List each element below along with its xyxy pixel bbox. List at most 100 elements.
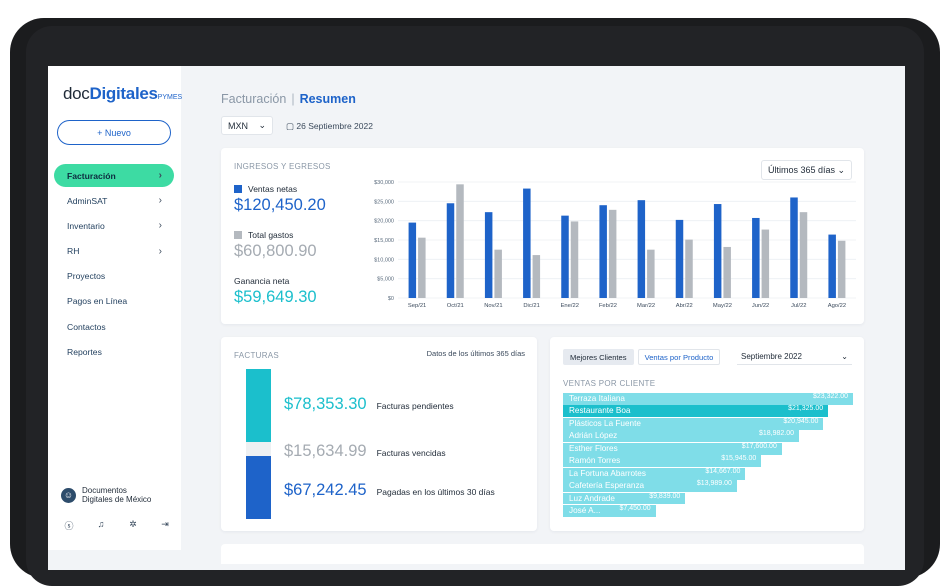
- breadcrumb-separator: |: [291, 92, 295, 106]
- expenses-bar[interactable]: [799, 212, 808, 298]
- client-bar[interactable]: Terraza Italiana $23,322.00: [563, 393, 853, 405]
- sidebar-item-1[interactable]: AdminSAT ›: [54, 189, 174, 212]
- company-name-line1: Documentos: [82, 486, 127, 495]
- month-select[interactable]: Septiembre 2022 ⌄: [737, 348, 852, 365]
- net-sales-swatch: [234, 185, 242, 193]
- range-select[interactable]: Últimos 365 días ⌄: [761, 160, 852, 180]
- client-bar[interactable]: José A... $7,450.00: [563, 505, 656, 517]
- net-sales-bar[interactable]: [561, 215, 569, 298]
- x-tick-label: Feb/22: [599, 303, 617, 309]
- tab-top-clients[interactable]: Mejores Clientes: [563, 349, 634, 365]
- gear-icon[interactable]: ✲: [129, 519, 137, 529]
- net-sales-bar[interactable]: [752, 217, 760, 298]
- currency-select[interactable]: MXN ⌄: [221, 116, 273, 135]
- sidebar-item-label: Reportes: [67, 346, 102, 357]
- client-bar[interactable]: Luz Andrade $9,839.00: [563, 492, 686, 505]
- sidebar-item-5[interactable]: Pagos en Línea: [54, 290, 174, 313]
- expenses-bar[interactable]: [761, 229, 770, 298]
- y-tick-label: $15,000: [374, 238, 394, 244]
- client-bar[interactable]: Cafetería Esperanza $13,989.00: [563, 480, 737, 492]
- chevron-down-icon: ⌄: [258, 120, 266, 130]
- invoices-card-title: FACTURAS: [234, 351, 280, 360]
- client-value: $20,945.00: [783, 417, 819, 425]
- net-sales-metric: Ventas netas $120,450.20: [234, 184, 326, 215]
- x-tick-label: Ago/22: [828, 303, 846, 309]
- company-switcher[interactable]: ☺ Documentos Digitales de México: [61, 486, 151, 504]
- net-sales-bar[interactable]: [599, 205, 607, 298]
- net-sales-bar[interactable]: [484, 212, 493, 298]
- net-sales-label: Ventas netas: [248, 184, 298, 194]
- expenses-bar[interactable]: [608, 209, 617, 298]
- new-button[interactable]: + Nuevo: [57, 120, 171, 145]
- net-sales-bar[interactable]: [523, 188, 531, 298]
- expenses-bar[interactable]: [685, 239, 693, 298]
- invoice-amount: $78,353.30: [284, 395, 367, 413]
- income-bar-chart: $0 $5,000 $10,000 $15,000 $20,000 $25,000 $30,…: [374, 180, 856, 309]
- invoice-amount: $67,242.45: [284, 481, 367, 499]
- income-expenses-card: INGRESOS Y EGRESOS Últimos 365 días ⌄ Ven…: [221, 148, 864, 324]
- net-sales-bar[interactable]: [675, 219, 684, 298]
- invoice-stack-segment: [246, 369, 271, 442]
- invoices-card: FACTURAS Datos de los últimos 365 días $…: [221, 337, 537, 531]
- chevron-right-icon: ›: [158, 170, 162, 181]
- net-sales-bar[interactable]: [446, 203, 455, 298]
- tab-sales-by-product[interactable]: Ventas por Producto: [637, 349, 721, 365]
- range-value: Últimos 365 días: [768, 165, 836, 175]
- client-name: José A...: [569, 506, 601, 516]
- chevron-right-icon: ›: [158, 220, 162, 232]
- bell-icon[interactable]: ♫: [97, 519, 105, 529]
- expenses-swatch: [234, 231, 242, 239]
- expenses-label: Total gastos: [248, 230, 294, 240]
- net-sales-bar[interactable]: [637, 200, 646, 298]
- net-sales-bar[interactable]: [408, 222, 417, 298]
- brand-logo[interactable]: docDigitalesPYMES: [63, 84, 183, 103]
- user-icon[interactable]: ⓢ: [64, 521, 74, 531]
- logout-icon[interactable]: ⇥: [161, 519, 169, 529]
- net-sales-value: $120,450.20: [234, 196, 326, 214]
- expenses-bar[interactable]: [570, 221, 579, 298]
- expenses-bar[interactable]: [456, 184, 464, 298]
- breadcrumb-current: Resumen: [299, 92, 356, 106]
- clients-tabs: Mejores Clientes Ventas por Producto: [563, 349, 721, 365]
- expenses-bar[interactable]: [837, 240, 846, 298]
- sidebar-nav: Facturación › AdminSAT › Inventario › RH › Proye…: [54, 164, 174, 366]
- client-bar[interactable]: Ramón Torres $15,945.00: [563, 455, 762, 468]
- sidebar-item-7[interactable]: Reportes: [54, 340, 174, 363]
- client-value: $7,450.00: [619, 505, 651, 513]
- expenses-bar[interactable]: [418, 237, 426, 298]
- sidebar-item-3[interactable]: RH ›: [54, 240, 174, 263]
- sidebar-item-4[interactable]: Proyectos: [54, 265, 174, 288]
- breadcrumb-parent[interactable]: Facturación: [221, 92, 287, 106]
- client-bar[interactable]: Restaurante Boa $21,325.00: [563, 405, 829, 418]
- client-bar[interactable]: Plásticos La Fuente $20,945.00: [563, 417, 824, 430]
- x-tick-label: Jun/22: [752, 303, 769, 309]
- month-value: Septiembre 2022: [741, 351, 802, 361]
- y-tick-label: $20,000: [374, 219, 394, 225]
- client-name: Esther Flores: [569, 443, 618, 453]
- chevron-down-icon: ⌄: [837, 164, 845, 175]
- net-sales-bar[interactable]: [828, 234, 836, 298]
- expenses-bar[interactable]: [532, 255, 541, 298]
- client-bar[interactable]: La Fortuna Abarrotes $14,667.00: [563, 467, 746, 480]
- x-tick-label: Nov/21: [484, 303, 502, 309]
- expenses-bar[interactable]: [723, 246, 731, 298]
- client-value: $17,600.00: [741, 442, 777, 450]
- company-name-line2: Digitales de México: [82, 495, 152, 504]
- net-sales-bar[interactable]: [713, 204, 722, 298]
- expenses-bar[interactable]: [494, 249, 502, 298]
- invoice-stack-segment: [246, 456, 271, 519]
- x-tick-label: Oct/21: [447, 303, 464, 309]
- expenses-bar[interactable]: [647, 249, 655, 298]
- sidebar-item-6[interactable]: Contactos: [54, 315, 174, 338]
- net-sales-bar[interactable]: [790, 197, 798, 298]
- invoice-stack-segment: [246, 441, 271, 457]
- client-name: Terraza Italiana: [569, 394, 625, 403]
- sidebar-item-2[interactable]: Inventario ›: [54, 214, 174, 237]
- sidebar-item-0[interactable]: Facturación ›: [54, 164, 174, 187]
- date-display[interactable]: ▢ 26 Septiembre 2022: [286, 121, 373, 132]
- client-value: $13,989.00: [696, 480, 732, 488]
- x-tick-label: Mar/22: [637, 303, 655, 309]
- client-bar[interactable]: Adrián López $18,982.00: [563, 430, 800, 443]
- client-bar[interactable]: Esther Flores $17,600.00: [563, 442, 782, 455]
- client-name: La Fortuna Abarrotes: [569, 468, 646, 478]
